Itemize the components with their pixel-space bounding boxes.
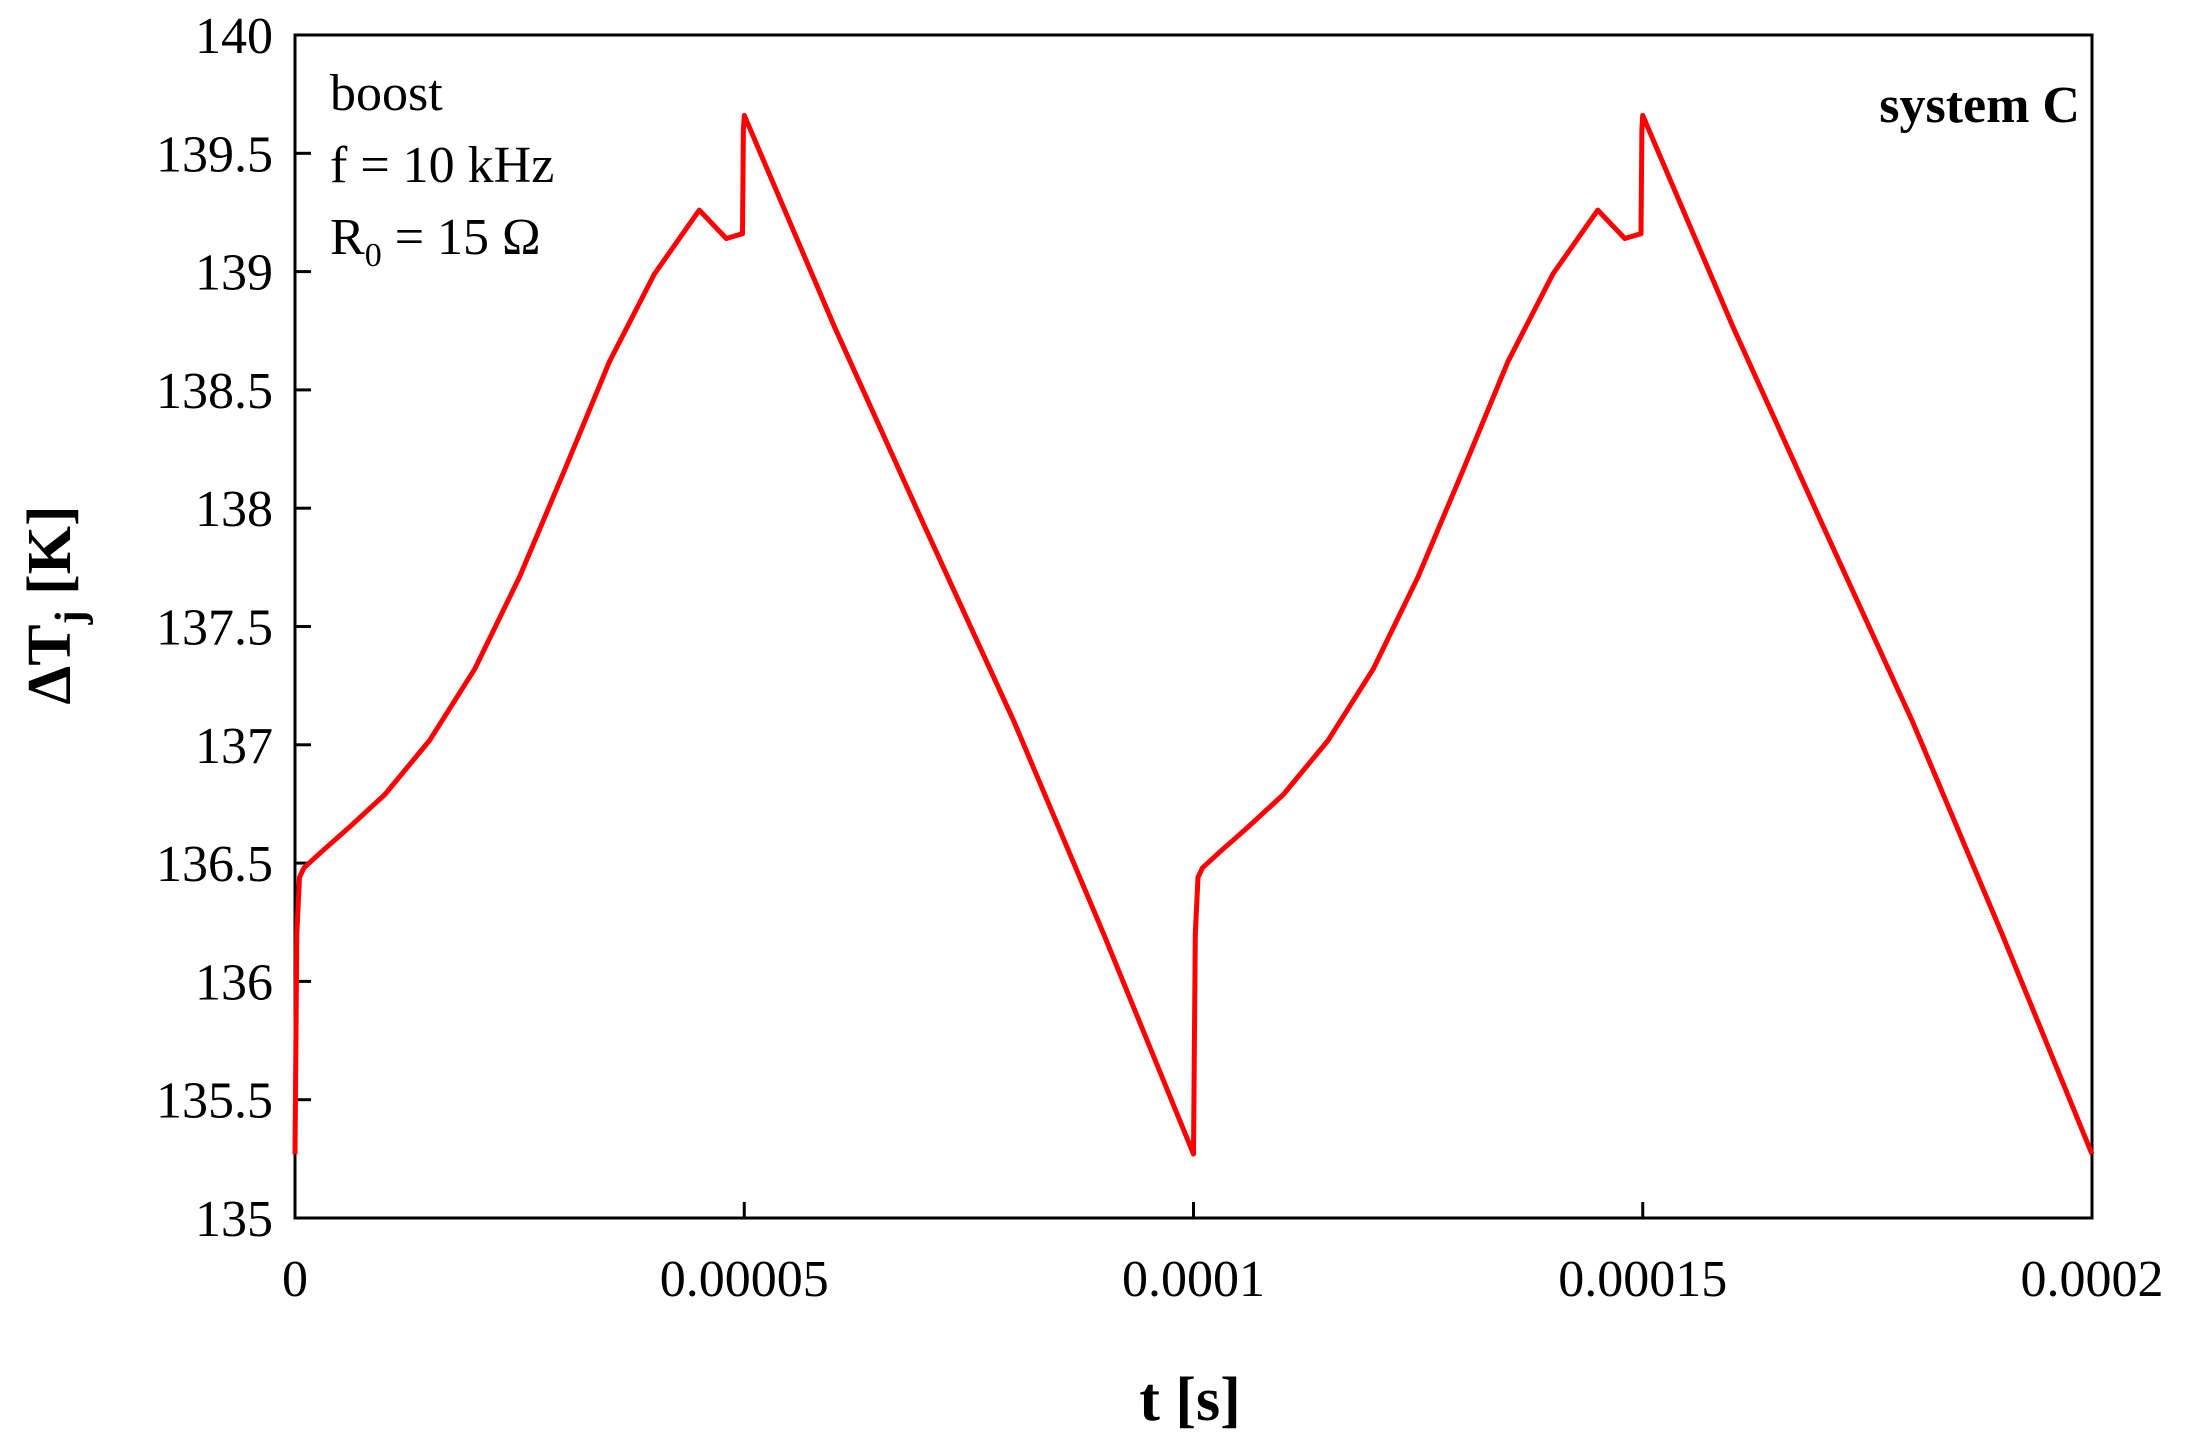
y-tick-label: 135.5 — [156, 1073, 273, 1130]
y-tick-label: 136.5 — [156, 836, 273, 893]
series-layer — [292, 112, 2095, 1157]
y-axis-title: ΔTj [K] — [16, 505, 94, 704]
x-tick-label: 0 — [282, 1251, 308, 1308]
x-tick-label: 0.00015 — [1558, 1251, 1727, 1308]
y-axis-title-main: ΔT — [16, 624, 84, 704]
x-tick-label: 0.00005 — [660, 1251, 829, 1308]
annotation-resistance-sub: 0 — [365, 237, 382, 274]
y-tick-label: 138 — [195, 481, 273, 538]
y-tick-label: 140 — [195, 8, 273, 65]
y-tick-label: 137.5 — [156, 600, 273, 657]
annotation-resistance: R0 = 15 Ω — [330, 209, 541, 274]
annotation-resistance-rest: = 15 Ω — [382, 209, 541, 266]
annotation-frequency: f = 10 kHz — [330, 137, 554, 194]
y-axis-ticks: 135 135.5 136 136.5 137 137.5 138 138.5 139 139.5… — [156, 8, 311, 1248]
annotation-system: system C — [1879, 77, 2080, 134]
annotation-mode: boost — [330, 65, 443, 122]
y-axis-title-sub: j — [48, 610, 94, 625]
y-tick-label: 138.5 — [156, 363, 273, 420]
y-axis-title-unit: [K] — [16, 505, 84, 610]
y-tick-label: 136 — [195, 954, 273, 1011]
y-tick-label: 135 — [195, 1191, 273, 1248]
x-tick-label: 0.0001 — [1122, 1251, 1265, 1308]
y-tick-label: 139.5 — [156, 126, 273, 183]
x-tick-label: 0.0002 — [2021, 1251, 2164, 1308]
x-axis-title: t [s] — [1139, 1366, 1241, 1434]
annotation-resistance-main: R — [330, 209, 365, 266]
series-line — [292, 112, 2095, 1157]
y-tick-label: 137 — [195, 718, 273, 775]
x-axis-ticks: 0 0.00005 0.0001 0.00015 0.0002 — [282, 1202, 2164, 1308]
y-tick-label: 139 — [195, 245, 273, 302]
